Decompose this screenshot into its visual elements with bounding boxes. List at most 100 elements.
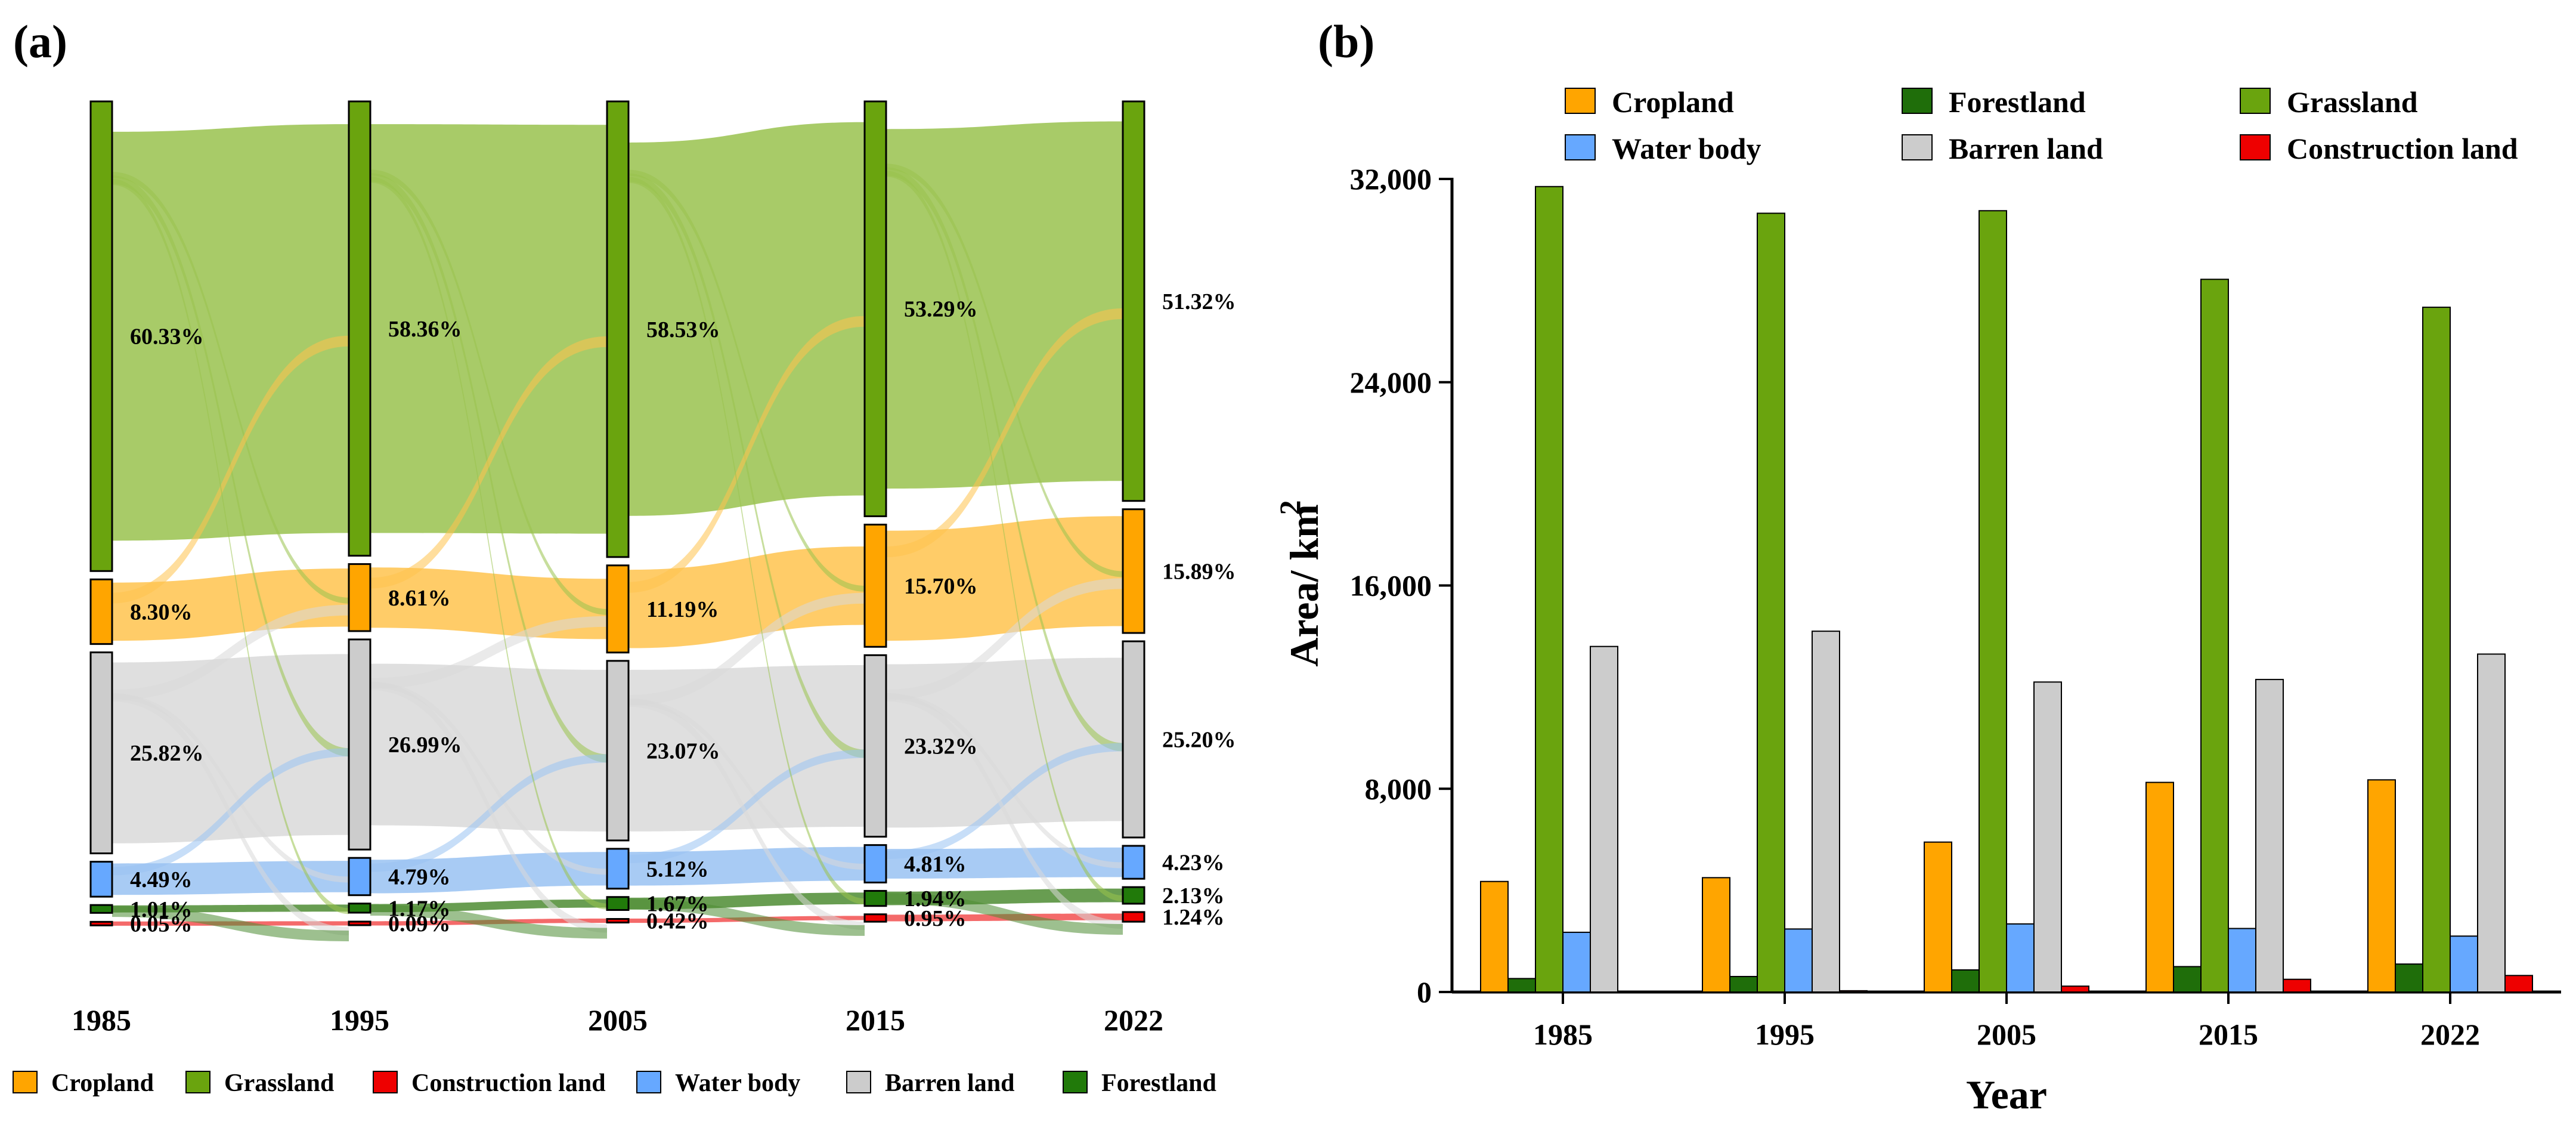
sankey-year-label: 1985: [72, 1003, 131, 1037]
sankey-flow-barren: [112, 654, 349, 843]
x-tick-label: 2015: [2199, 1018, 2258, 1051]
sankey-crossflow: [628, 169, 865, 592]
sankey-node-cropland: [348, 563, 371, 632]
sankey-flow-grassland: [112, 124, 349, 541]
sankey-crossflow: [112, 335, 349, 604]
x-tick-label: 2005: [1977, 1018, 2036, 1051]
bar-construction-land: [2504, 975, 2533, 993]
sankey-node-barren: [606, 660, 630, 842]
sankey-node-cropland: [1122, 508, 1145, 634]
bar-construction-land: [2061, 985, 2089, 993]
legend-swatch-grassland: [185, 1071, 210, 1093]
sankey-crossflow: [886, 693, 1123, 869]
sankey-year-label: 2015: [846, 1003, 905, 1037]
bar-barren-land: [2033, 681, 2062, 993]
bar-grassland: [1757, 212, 1785, 993]
sankey-node-barren: [1122, 640, 1145, 839]
sankey-flow-cropland: [628, 546, 865, 648]
legend-label-cropland: Cropland: [51, 1070, 154, 1097]
sankey-node-label: 1.67%: [646, 892, 709, 917]
sankey-node-label: 58.53%: [646, 317, 720, 342]
sankey-crossflow: [628, 898, 865, 936]
y-tick-label: 24,000: [1350, 366, 1432, 399]
sankey-node-barren: [89, 651, 113, 855]
sankey-crossflow: [628, 177, 865, 905]
sankey-crossflow: [112, 693, 349, 883]
sankey-crossflow: [628, 316, 865, 593]
sankey-node-label: 60.33%: [130, 325, 204, 350]
bar-legend-label: Cropland: [1612, 85, 1734, 119]
bar-legend-swatch: [1902, 134, 1933, 160]
sankey-node-water: [1122, 845, 1145, 880]
sankey-flow-grassland: [370, 124, 607, 534]
sankey-node-water: [606, 848, 630, 890]
sankey-year-label: 1995: [330, 1003, 389, 1037]
legend-swatch-barren: [846, 1071, 871, 1093]
sankey-node-label: 1.94%: [904, 886, 967, 911]
sankey-node-label: 4.79%: [388, 864, 451, 889]
y-tick-label: 16,000: [1350, 569, 1432, 602]
legend-label-barren: Barren land: [885, 1070, 1014, 1097]
sankey-crossflow: [628, 699, 865, 930]
bar-legend-swatch: [2240, 134, 2271, 160]
bar-forestland: [2395, 963, 2423, 993]
sankey-crossflow: [370, 681, 607, 875]
sankey-node-water: [348, 857, 371, 897]
bar-forestland: [1507, 978, 1536, 993]
sankey-crossflow: [628, 173, 865, 758]
sankey-node-grassland: [89, 100, 113, 572]
sankey-node-label: 15.89%: [1162, 559, 1236, 584]
bar-grassland: [2422, 307, 2451, 993]
sankey-node-label: 4.23%: [1162, 851, 1225, 876]
y-axis-title: Area/ km: [1281, 504, 1327, 667]
sankey-flow-cropland: [370, 567, 607, 639]
x-tick-label: 2022: [2420, 1018, 2480, 1051]
sankey-node-label: 4.81%: [904, 852, 967, 877]
bar-legend-swatch: [1565, 134, 1596, 160]
bar-legend-label: Forestland: [1949, 85, 2086, 119]
sankey-crossflow: [628, 749, 865, 863]
sankey-node-cropland: [606, 564, 630, 654]
sankey-crossflow: [886, 163, 1123, 577]
legend-label-water: Water body: [675, 1070, 800, 1097]
bar-grassland: [1535, 186, 1563, 993]
sankey-chart: 60.33% 8.30% 25.82% 4.49% 1.01%0.05% 58.36% 8.…: [13, 100, 1236, 1097]
sankey-crossflow: [370, 169, 607, 615]
sankey-node-construction: [606, 918, 630, 924]
bar-legend-label: Water body: [1612, 132, 1761, 165]
sankey-node-construction: [89, 920, 113, 926]
sankey-crossflow: [112, 604, 349, 701]
sankey-crossflow: [370, 754, 607, 872]
sankey-crossflow: [370, 904, 607, 939]
sankey-node-grassland: [863, 100, 887, 517]
sankey-crossflow: [370, 177, 607, 910]
sankey-node-label: 51.32%: [1162, 289, 1236, 314]
bar-legend-label: Grassland: [2287, 85, 2418, 119]
sankey-node-grassland: [348, 100, 371, 557]
sankey-flow-grassland: [886, 121, 1123, 489]
bar-construction-land: [1839, 990, 1868, 993]
sankey-node-label: 58.36%: [388, 317, 462, 342]
bar-barren-land: [1590, 645, 1618, 993]
bar-forestland: [1729, 976, 1758, 993]
legend-label-construction: Construction land: [411, 1070, 606, 1097]
sankey-legend: Cropland Grassland Construction land Water …: [13, 1070, 1216, 1097]
sankey-crossflow: [370, 681, 607, 933]
legend-label-forest: Forestland: [1101, 1070, 1216, 1097]
y-tick-label: 0: [1417, 975, 1432, 1009]
sankey-node-label: 2.13%: [1162, 883, 1225, 908]
sankey-node-label: 23.07%: [646, 738, 720, 764]
sankey-node-label: 8.30%: [130, 600, 193, 625]
sankey-flow-barren: [886, 657, 1123, 828]
sankey-node-label: 26.99%: [388, 733, 462, 758]
sankey-crossflow: [370, 173, 607, 763]
bar-water-body: [1562, 931, 1591, 993]
x-tick-label: 1985: [1533, 1018, 1593, 1051]
bar-cropland: [1924, 841, 1952, 993]
sankey-node-label: 53.29%: [904, 297, 978, 322]
x-tick-label: 1995: [1755, 1018, 1815, 1051]
bar-chart: 0 8,000 16,000 24,000 32,000 1985 1995 2005 2015…: [1273, 85, 2561, 1117]
sankey-node-label: 0.05%: [130, 911, 193, 937]
sankey-node-grassland: [1122, 100, 1145, 502]
